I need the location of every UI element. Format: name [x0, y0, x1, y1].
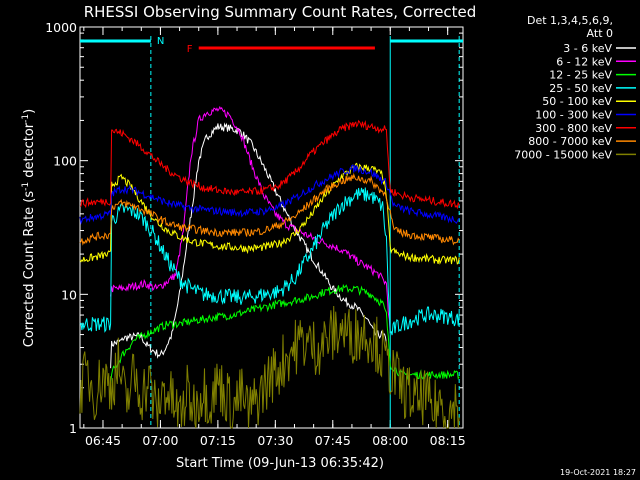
flare-label: F [187, 44, 193, 55]
y-tick-label: 100 [53, 154, 77, 169]
series-line-8 [79, 305, 460, 429]
legend-entry-label: 3 - 6 keV [563, 42, 612, 55]
series-line-7 [79, 172, 460, 246]
legend-entry-label: 7000 - 15000 keV [514, 148, 612, 161]
x-tick-label: 07:15 [200, 433, 236, 448]
series-line-4 [79, 162, 460, 265]
series-line-6 [79, 119, 460, 210]
y-tick-label: 1000 [45, 20, 77, 35]
x-tick-label: 07:30 [257, 433, 293, 448]
series-line-1 [110, 105, 391, 334]
plot-frame [79, 26, 464, 429]
series-line-0 [110, 122, 387, 369]
x-tick-label: 07:00 [142, 433, 178, 448]
x-tick-label: 08:15 [430, 433, 466, 448]
x-tick-label: 07:45 [315, 433, 351, 448]
legend-entry-label: 800 - 7000 keV [528, 135, 612, 148]
plot-area: 1 10 100 1000 06:45 07:00 07:15 07:30 07:45 08:00… [45, 20, 466, 448]
x-axis-label: Start Time (09-Jun-13 06:35:42) [176, 456, 384, 471]
legend-entry-label: 300 - 800 keV [535, 122, 612, 135]
series-line-3 [79, 187, 460, 336]
series-line-5 [79, 164, 460, 225]
chart-title: RHESSI Observing Summary Count Rates, Co… [84, 3, 477, 21]
night-label: N [157, 36, 164, 47]
legend-header-line: Det 1,3,4,5,6,9, [527, 14, 613, 27]
y-tick-label: 1 [69, 421, 77, 436]
legend-entry-label: 6 - 12 keV [556, 55, 612, 68]
y-axis-label: Corrected Count Rate (s-1 detector-1) [21, 109, 37, 347]
legend-entry-label: 12 - 25 keV [549, 69, 612, 82]
legend-entry-label: 100 - 300 keV [535, 109, 612, 122]
legend-entry-label: 50 - 100 keV [542, 95, 612, 108]
legend-entry-label: 25 - 50 keV [549, 82, 612, 95]
x-tick-label: 06:45 [85, 433, 121, 448]
x-tick-label: 08:00 [372, 433, 408, 448]
legend-header-line: Att 0 [587, 27, 613, 40]
generation-timestamp: 19-Oct-2021 18:27 [560, 468, 636, 477]
y-tick-label: 10 [61, 287, 77, 302]
